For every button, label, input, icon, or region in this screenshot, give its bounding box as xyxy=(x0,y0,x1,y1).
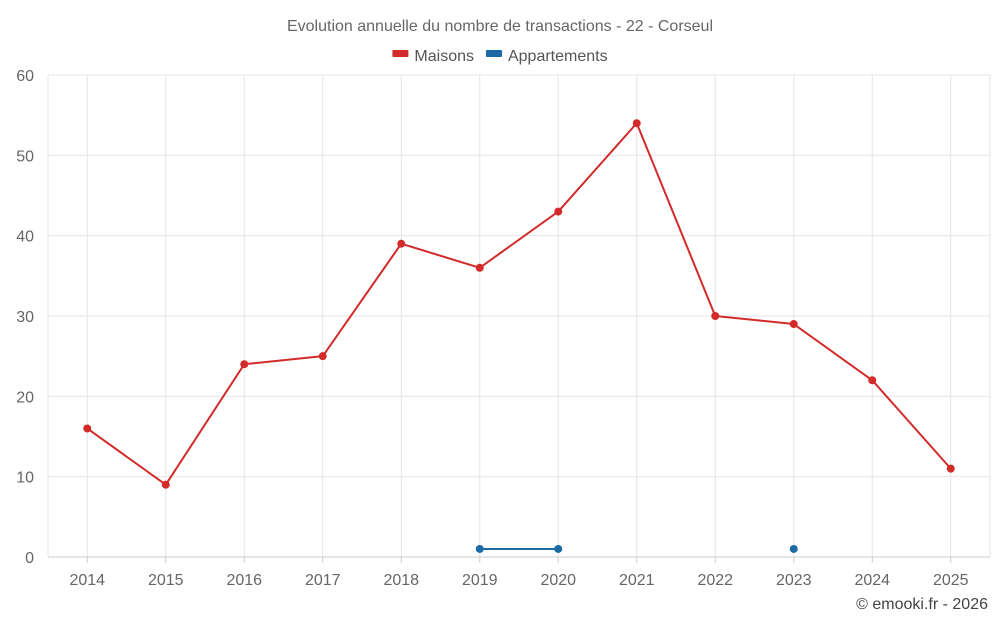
y-tick-label: 30 xyxy=(16,309,34,326)
data-point-maisons xyxy=(83,424,92,433)
legend: Maisons Appartements xyxy=(392,48,608,65)
y-tick-label: 20 xyxy=(16,389,34,406)
x-tick-label: 2022 xyxy=(697,572,733,589)
data-point-maisons xyxy=(397,239,406,248)
x-tick-label: 2020 xyxy=(540,572,576,589)
x-tick-label: 2016 xyxy=(226,572,262,589)
data-point-maisons xyxy=(240,360,249,369)
data-point-maisons xyxy=(868,376,877,385)
y-tick-label: 50 xyxy=(16,148,34,165)
x-tick-label: 2021 xyxy=(619,572,655,589)
legend-label: Maisons xyxy=(414,48,474,65)
legend-item-maisons[interactable]: Maisons xyxy=(392,48,474,65)
data-point-maisons xyxy=(475,263,484,272)
x-tick-label: 2024 xyxy=(854,572,890,589)
data-point-maisons xyxy=(632,119,641,128)
x-tick-label: 2018 xyxy=(383,572,419,589)
data-point-maisons xyxy=(554,207,563,216)
x-tick-label: 2025 xyxy=(933,572,969,589)
y-tick-label: 10 xyxy=(16,470,34,487)
data-point-maisons xyxy=(789,320,798,329)
x-tick-label: 2023 xyxy=(776,572,812,589)
data-point-appartements xyxy=(475,544,484,553)
legend-swatch xyxy=(485,50,502,57)
legend-item-appartements[interactable]: Appartements xyxy=(485,48,608,65)
series-group xyxy=(83,119,955,553)
data-point-maisons xyxy=(318,352,327,361)
x-axis: 2014 2015 2016 2017 2018 2019 2020 2021 2022 2023… xyxy=(69,557,969,589)
data-point-maisons xyxy=(161,480,170,489)
credit-text: © emooki.fr - 2026 xyxy=(856,596,988,613)
gridlines xyxy=(47,74,991,558)
y-tick-label: 0 xyxy=(25,550,34,567)
x-tick-label: 2015 xyxy=(148,572,184,589)
y-axis: 0 10 20 30 40 50 60 xyxy=(16,68,34,567)
data-point-appartements xyxy=(789,544,798,553)
data-point-maisons xyxy=(711,312,720,320)
data-point-maisons xyxy=(946,464,955,473)
legend-swatch xyxy=(392,50,409,57)
legend-label: Appartements xyxy=(508,48,608,65)
series-line-maisons xyxy=(86,122,952,486)
y-tick-label: 60 xyxy=(16,68,34,85)
x-tick-label: 2019 xyxy=(462,572,498,589)
x-tick-label: 2017 xyxy=(305,572,341,589)
data-point-appartements xyxy=(554,544,563,553)
y-tick-label: 40 xyxy=(16,229,34,246)
x-tick-label: 2014 xyxy=(69,572,105,589)
chart-title: Evolution annuelle du nombre de transact… xyxy=(287,18,713,35)
